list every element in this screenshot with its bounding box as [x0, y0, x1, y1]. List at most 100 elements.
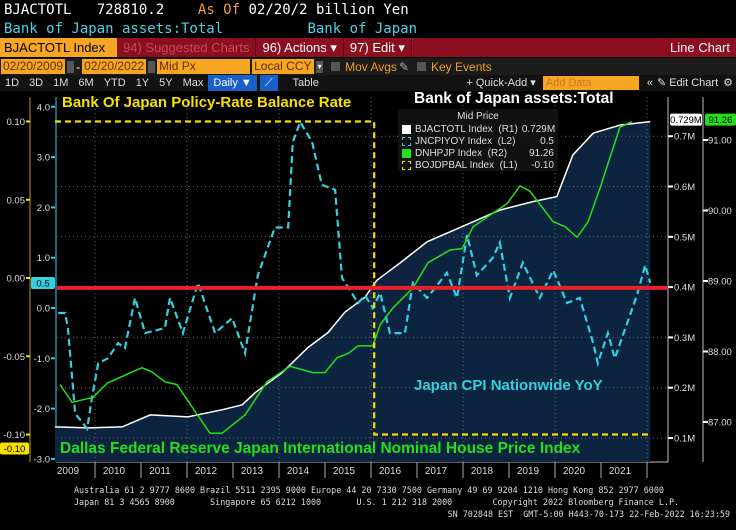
r2-last-value-badge-bg	[705, 113, 736, 126]
key-events-checkbox[interactable]	[417, 62, 426, 71]
l2-tick-label: -3.0	[34, 454, 50, 465]
assets-line	[54, 120, 651, 429]
legend-item[interactable]: JNCPIYOY Index (L2) 0.5	[402, 135, 554, 147]
legend-item[interactable]: BOJDPBAL Index (L1) -0.10	[402, 159, 554, 171]
period-max[interactable]: Max	[182, 77, 204, 89]
date-range-bar: 02/20/2009 - 02/20/2022 Mid Px Local CCY…	[0, 58, 736, 75]
mov-avgs-checkbox[interactable]	[331, 62, 341, 71]
last-value: 728810.2	[96, 2, 165, 18]
legend-swatch	[402, 148, 411, 158]
end-date-input[interactable]: 02/20/2022	[82, 59, 147, 74]
x-tick-label: 2009	[57, 466, 80, 477]
l1-tick-label: -0.05	[3, 352, 25, 363]
x-tick-label: 2011	[149, 466, 171, 477]
x-tick-label: 2018	[471, 466, 494, 477]
cpi-line	[58, 119, 652, 432]
footer-contacts-copyright: Japan 81 3 4565 8900 Singapore 65 6212 1…	[74, 497, 680, 507]
l2-tick-label: -1.0	[34, 354, 50, 365]
annotation-cpi: Japan CPI Nationwide YoY	[414, 377, 603, 394]
asof-label: As Of	[197, 2, 241, 18]
legend-value: 0.5	[540, 135, 554, 147]
date-separator: -	[76, 59, 81, 74]
x-tick-label: 2015	[333, 466, 356, 477]
r2-tick-label: 91.00	[708, 136, 732, 147]
frequency-select[interactable]: Daily ▼	[208, 75, 257, 91]
quick-add-button[interactable]: + Quick-Add ▾	[466, 77, 536, 89]
r1-tick-label: 0.1M	[674, 434, 695, 445]
legend-header: Mid Price	[457, 111, 499, 122]
l2-tick-label: 2.0	[37, 203, 50, 214]
edit-chart-button[interactable]: ✎ Edit Chart	[656, 77, 719, 89]
l2-tick-label: 0.0	[37, 304, 50, 315]
line-chart-icon[interactable]: ⟋	[259, 75, 278, 91]
r2-last-value-badge: 91.26	[709, 115, 733, 126]
house-price-line	[59, 121, 633, 435]
period-1y[interactable]: 1Y	[135, 77, 150, 89]
assets-area-fill	[54, 121, 651, 462]
l2-tick-label: 3.0	[37, 153, 50, 164]
annotation-house-price: Dallas Federal Reserve Japan Internation…	[60, 440, 581, 457]
legend-value: 0.729M	[521, 123, 556, 135]
annotation-boj-rate: Bank Of Japan Policy-Rate Balance Rate	[62, 94, 352, 111]
edit-menu[interactable]: 97) Edit ▾	[344, 38, 412, 57]
r2-tick-label: 87.00	[708, 418, 732, 429]
period-3d[interactable]: 3D	[29, 77, 44, 89]
legend-item[interactable]: DNHPJP Index (R2) 91.26	[402, 147, 554, 159]
security-description-row: Bank of Japan assets:Total Bank of Japan	[4, 21, 417, 37]
legend-item[interactable]: BJACTOTL Index (R1) 0.729M	[402, 123, 556, 135]
r1-tick-label: 0.2M	[674, 383, 695, 394]
suggested-charts-button[interactable]: 94) Suggested Charts	[117, 38, 257, 57]
x-tick-label: 2017	[425, 466, 448, 477]
period-6m[interactable]: 6M	[78, 77, 94, 89]
r1-last-value-badge: 0.729M	[670, 115, 702, 126]
l1-tick-label: 0.10	[7, 117, 26, 128]
currency-select[interactable]: Local CCY	[252, 59, 315, 74]
period-1d[interactable]: 1D	[5, 77, 20, 89]
legend-value: -0.10	[531, 159, 554, 171]
annotation-assets: Bank of Japan assets:Total	[414, 90, 614, 107]
period-1m[interactable]: 1M	[53, 77, 69, 89]
r1-tick-label: 0.6M	[674, 182, 695, 193]
l2-tick-label: 1.0	[37, 253, 50, 264]
footer-contacts: Australia 61 2 9777 8600 Brazil 5511 239…	[74, 485, 664, 495]
l2-last-value-badge: 0.5	[36, 279, 49, 290]
footer-session-info: SN 702848 EST GMT-5:00 H443-70-173 22-Fe…	[447, 509, 730, 519]
price-field-select[interactable]: Mid Px	[157, 59, 251, 74]
description: Bank of Japan assets:Total	[4, 21, 224, 37]
r1-last-value-badge-bg	[670, 113, 702, 126]
start-date-input[interactable]: 02/20/2009	[1, 59, 66, 74]
r1-tick-label: 0.5M	[674, 232, 695, 243]
chart-type-label: Line Chart	[670, 40, 730, 55]
x-tick-label: 2016	[379, 466, 402, 477]
legend: Mid Price BJACTOTL Index (R1) 0.729M JNCP…	[398, 109, 558, 171]
x-tick-label: 2012	[195, 466, 218, 477]
legend-label: BOJDPBAL Index (L1)	[415, 159, 518, 171]
period-ytd[interactable]: YTD	[103, 77, 126, 89]
chevron-down-icon[interactable]: ▾	[316, 60, 324, 73]
chart-toolbar: 1D 3D 1M 6M YTD 1Y 5Y Max Daily ▼ ⟋ Tabl…	[0, 75, 736, 91]
legend-swatch	[402, 160, 411, 170]
r2-tick-label: 90.00	[708, 206, 732, 217]
l1-last-value-badge-bg	[0, 442, 29, 455]
l2-tick-label: 4.0	[37, 102, 50, 113]
calendar-icon[interactable]	[67, 60, 75, 73]
security-input[interactable]: BJACTOTL Index	[0, 38, 117, 57]
source: Bank of Japan	[307, 21, 418, 37]
legend-label: JNCPIYOY Index (L2)	[415, 135, 516, 147]
calendar-icon[interactable]	[148, 60, 156, 73]
l1-tick-label: -0.10	[3, 430, 25, 441]
r1-tick-label: 0.3M	[674, 333, 695, 344]
pencil-icon[interactable]: ✎	[398, 59, 409, 74]
x-tick-label: 2014	[287, 466, 310, 477]
period-5y[interactable]: 5Y	[159, 77, 173, 89]
actions-menu[interactable]: 96) Actions ▾	[256, 38, 344, 57]
add-data-input[interactable]: Add Data	[542, 76, 639, 90]
collapse-icon[interactable]: «	[646, 77, 653, 89]
asof-date: 02/20/2	[248, 2, 308, 18]
l1-tick-label: 0.05	[7, 195, 26, 206]
l2-tick-label: -2.0	[34, 404, 50, 415]
legend-value: 91.26	[528, 147, 554, 159]
gear-icon[interactable]: ⚙	[723, 77, 733, 89]
r1-tick-label: 0.4M	[674, 283, 695, 294]
table-button[interactable]: Table	[292, 77, 319, 89]
